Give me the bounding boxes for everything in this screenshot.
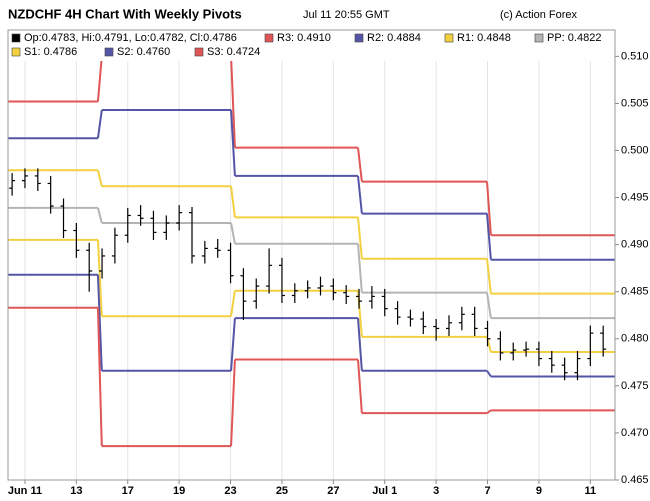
x-tick-label: 23 bbox=[224, 485, 236, 497]
pivot-connector bbox=[230, 359, 236, 447]
y-tick-label: 0.490 bbox=[621, 239, 649, 251]
pivot-connector bbox=[96, 239, 103, 317]
y-tick-label: 0.495 bbox=[621, 191, 649, 203]
pivot-connector bbox=[357, 217, 363, 259]
pivot-connector bbox=[96, 274, 103, 371]
x-tick-label: 25 bbox=[276, 485, 288, 497]
legend-label: R2: 0.4884 bbox=[367, 32, 421, 44]
pivot-connector bbox=[357, 243, 363, 293]
y-tick-label: 0.465 bbox=[621, 474, 649, 486]
pivot-connector bbox=[357, 359, 363, 414]
x-tick-label: 7 bbox=[484, 485, 490, 497]
pivot-connector bbox=[230, 109, 236, 176]
pivot-connector bbox=[486, 213, 492, 260]
legend-label: S3: 0.4724 bbox=[207, 46, 260, 58]
legend-label: R1: 0.4848 bbox=[457, 32, 511, 44]
y-tick-label: 0.500 bbox=[621, 144, 649, 156]
legend-label: PP: 0.4822 bbox=[547, 32, 601, 44]
x-tick-label: 17 bbox=[122, 485, 134, 497]
x-tick-label: 13 bbox=[70, 485, 82, 497]
pivot-connector bbox=[230, 318, 236, 371]
chart-title: NZDCHF 4H Chart With Weekly Pivots bbox=[8, 6, 242, 21]
legend-swatch bbox=[194, 47, 204, 57]
legend-label: Op:0.4783, Hi:0.4791, Lo:0.4782, Cl:0.47… bbox=[24, 32, 237, 44]
pivot-connector bbox=[230, 222, 236, 244]
x-tick-label: 9 bbox=[536, 485, 542, 497]
x-tick-label: Jul 1 bbox=[372, 485, 397, 497]
pivot-connector bbox=[96, 207, 103, 224]
x-tick-label: Jun 11 bbox=[8, 485, 42, 497]
pivot-connector bbox=[486, 409, 492, 414]
legend-swatch bbox=[444, 33, 454, 43]
legend-swatch bbox=[11, 47, 21, 57]
legend-swatch bbox=[534, 33, 544, 43]
timestamp: Jul 11 20:55 GMT bbox=[303, 9, 390, 21]
pivot-connector bbox=[486, 181, 492, 236]
legend-swatch bbox=[104, 47, 114, 57]
x-tick-label: 3 bbox=[433, 485, 439, 497]
credit: (c) Action Forex bbox=[500, 9, 578, 21]
y-tick-label: 0.510 bbox=[621, 50, 649, 62]
pivot-connector bbox=[486, 258, 492, 294]
pivot-connector bbox=[96, 109, 103, 139]
y-tick-label: 0.485 bbox=[621, 286, 649, 298]
plot-frame bbox=[7, 29, 616, 481]
legend-swatch bbox=[11, 33, 21, 43]
pivot-connector bbox=[96, 307, 103, 447]
pivot-connector bbox=[357, 147, 363, 182]
legend-label: R3: 0.4910 bbox=[277, 32, 331, 44]
pivot-connector bbox=[357, 175, 363, 214]
pivot-connector bbox=[486, 292, 492, 319]
x-tick-label: 27 bbox=[327, 485, 339, 497]
legend-label: S2: 0.4760 bbox=[117, 46, 170, 58]
x-tick-label: 19 bbox=[173, 485, 185, 497]
legend-swatch bbox=[264, 33, 274, 43]
pivot-connector bbox=[230, 186, 236, 218]
y-tick-label: 0.480 bbox=[621, 333, 649, 345]
pivot-connector bbox=[357, 318, 363, 371]
pivot-connector bbox=[230, 290, 236, 317]
y-tick-label: 0.475 bbox=[621, 380, 649, 392]
legend-label: S1: 0.4786 bbox=[24, 46, 77, 58]
legend-swatch bbox=[354, 33, 364, 43]
pivot-connector bbox=[96, 56, 103, 102]
pivot-connector bbox=[96, 170, 103, 187]
pivot-connector bbox=[486, 370, 492, 378]
x-tick-label: 11 bbox=[585, 485, 597, 497]
y-tick-label: 0.470 bbox=[621, 427, 649, 439]
pivot-connector bbox=[230, 56, 236, 148]
y-tick-label: 0.505 bbox=[621, 97, 649, 109]
